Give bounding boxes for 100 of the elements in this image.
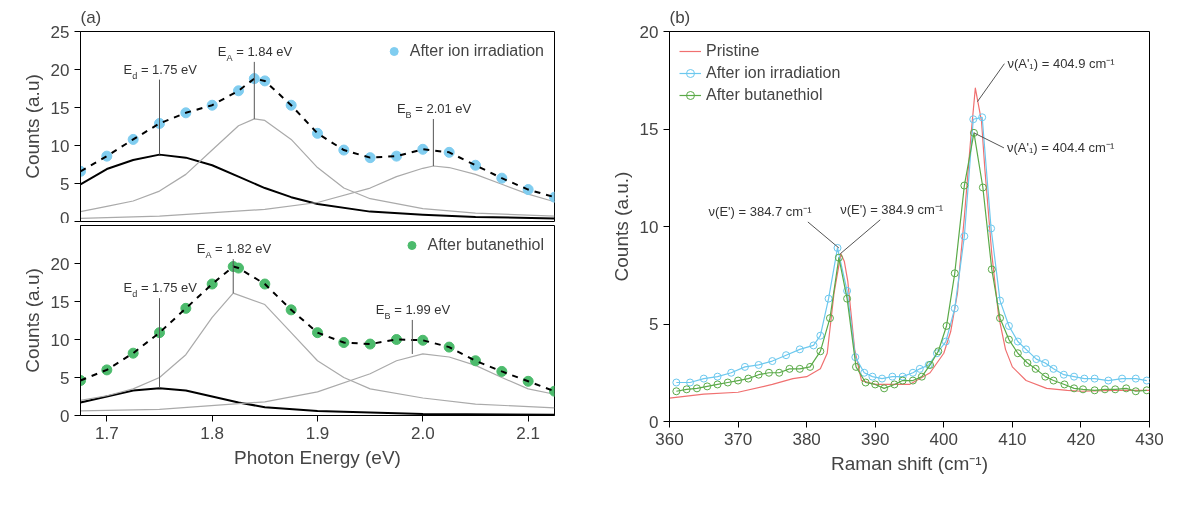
point bbox=[890, 380, 899, 389]
y-tick-label: 10 bbox=[639, 217, 659, 237]
point bbox=[978, 113, 987, 122]
annotation: ν(A'₁) = 404.4 cm⁻¹ bbox=[1006, 140, 1115, 156]
legend-label: After butanethiol bbox=[427, 236, 544, 254]
point bbox=[754, 360, 763, 369]
y-tick-label: 15 bbox=[50, 98, 70, 118]
point bbox=[942, 321, 951, 330]
point bbox=[1070, 372, 1079, 381]
point bbox=[843, 286, 852, 295]
y-tick-label: 10 bbox=[50, 136, 70, 156]
point bbox=[470, 159, 481, 171]
point bbox=[723, 378, 732, 387]
point bbox=[868, 372, 877, 381]
y-axis-title: Counts (a.u.) bbox=[610, 171, 632, 282]
point bbox=[880, 384, 889, 393]
point bbox=[908, 368, 917, 377]
point bbox=[1031, 364, 1040, 373]
point bbox=[1023, 359, 1032, 367]
x-tick-label: 2.1 bbox=[516, 423, 540, 443]
point bbox=[1104, 376, 1113, 385]
y-tick-label: 5 bbox=[60, 174, 70, 194]
point bbox=[1041, 372, 1050, 381]
point bbox=[727, 368, 736, 377]
y-tick-label: 5 bbox=[60, 368, 70, 388]
point bbox=[1049, 364, 1058, 373]
point bbox=[851, 353, 860, 362]
x-tick-label: 1.9 bbox=[305, 423, 330, 443]
point bbox=[1004, 321, 1013, 330]
point bbox=[699, 374, 708, 383]
point bbox=[785, 364, 794, 373]
point bbox=[1013, 349, 1022, 358]
line-series bbox=[80, 118, 555, 217]
point bbox=[1131, 374, 1140, 383]
point bbox=[764, 368, 773, 377]
x-tick-label: 1.7 bbox=[95, 423, 119, 443]
y-tick-label: 25 bbox=[50, 22, 70, 42]
point bbox=[987, 265, 996, 274]
legend-label: After butanethiol bbox=[706, 86, 823, 104]
y-tick-label: 20 bbox=[50, 60, 70, 80]
y-tick-label: 15 bbox=[639, 120, 659, 139]
point bbox=[1049, 376, 1058, 385]
chart-title: (b) bbox=[669, 7, 691, 27]
point bbox=[898, 376, 907, 385]
point bbox=[996, 314, 1005, 323]
point bbox=[861, 378, 870, 387]
x-tick-label: 400 bbox=[929, 429, 958, 449]
point bbox=[1041, 359, 1050, 367]
x-tick-label: 390 bbox=[861, 429, 890, 449]
point bbox=[1100, 385, 1109, 394]
y-tick-label: 0 bbox=[649, 412, 659, 432]
point bbox=[1078, 385, 1087, 394]
x-tick-label: 1.8 bbox=[200, 423, 224, 443]
point bbox=[1090, 386, 1099, 395]
point bbox=[775, 368, 784, 377]
point bbox=[878, 374, 887, 383]
x-tick-label: 360 bbox=[655, 429, 684, 449]
y-tick-label: 20 bbox=[50, 254, 70, 274]
point bbox=[1090, 374, 1099, 383]
point bbox=[1080, 374, 1089, 383]
point bbox=[312, 127, 323, 139]
point bbox=[898, 372, 907, 381]
point bbox=[734, 376, 743, 385]
point bbox=[816, 347, 825, 356]
point bbox=[843, 294, 852, 303]
point bbox=[233, 85, 244, 97]
y-tick-label: 5 bbox=[649, 315, 659, 334]
point bbox=[969, 115, 978, 124]
point bbox=[941, 337, 950, 346]
point bbox=[987, 224, 996, 233]
x-axis-title: Raman shift (cm⁻¹) bbox=[831, 452, 988, 474]
x-axis-title: Photon Energy (eV) bbox=[234, 446, 401, 468]
point bbox=[713, 372, 722, 381]
point bbox=[180, 302, 192, 314]
annotation: ν(E') = 384.7 cm⁻¹ bbox=[708, 203, 813, 219]
point bbox=[740, 362, 749, 371]
point bbox=[1111, 385, 1120, 394]
point bbox=[1013, 337, 1022, 346]
point bbox=[824, 294, 833, 303]
point bbox=[809, 341, 818, 350]
point bbox=[915, 364, 924, 373]
y-axis-title: Counts (a.u) bbox=[21, 74, 43, 179]
point bbox=[834, 253, 843, 262]
point bbox=[782, 351, 791, 360]
point bbox=[795, 345, 804, 354]
point bbox=[1118, 374, 1127, 383]
point bbox=[470, 355, 481, 367]
point bbox=[871, 380, 880, 389]
point bbox=[1070, 384, 1079, 393]
point bbox=[1022, 345, 1031, 354]
point bbox=[825, 314, 834, 323]
point bbox=[917, 372, 926, 381]
y-tick-label: 15 bbox=[50, 292, 70, 312]
legend-label: After ion irradiation bbox=[706, 64, 841, 82]
y-tick-label: 10 bbox=[50, 330, 70, 350]
y-axis-title: Counts (a.u) bbox=[21, 268, 43, 373]
legend-label: Pristine bbox=[706, 42, 760, 60]
point bbox=[1131, 387, 1140, 396]
point bbox=[950, 269, 959, 278]
x-tick-label: 420 bbox=[1066, 429, 1096, 449]
